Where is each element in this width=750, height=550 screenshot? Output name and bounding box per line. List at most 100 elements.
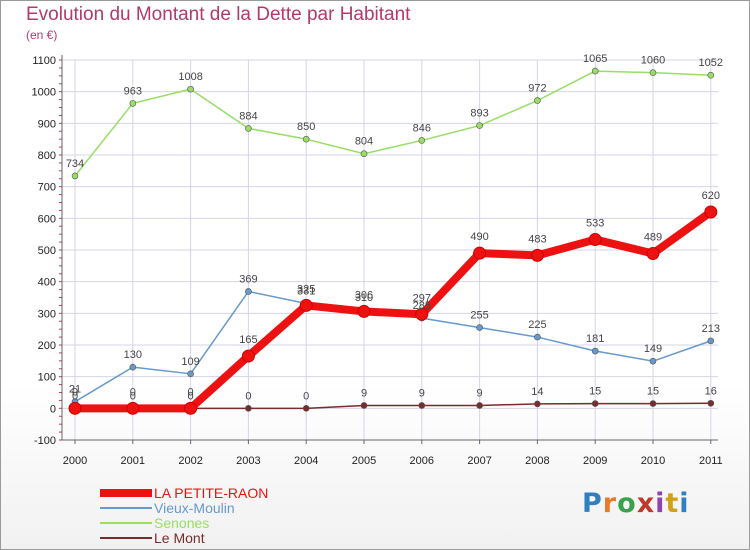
- data-label: 9: [419, 387, 425, 399]
- data-point: [476, 402, 483, 409]
- data-point: [245, 288, 252, 295]
- data-label: 0: [130, 386, 136, 398]
- x-tick-label: 2009: [583, 455, 607, 467]
- data-point: [591, 400, 599, 407]
- data-label: 181: [586, 333, 604, 345]
- data-point: [473, 246, 487, 260]
- y-tick-label: 600: [38, 213, 56, 225]
- legend-label: Le Mont: [154, 530, 205, 546]
- y-tick-label: 100: [38, 372, 56, 384]
- data-point: [418, 137, 426, 144]
- data-point: [129, 363, 137, 371]
- data-label: 0: [188, 386, 194, 398]
- y-tick-label: 300: [38, 308, 56, 320]
- logo-letter: i: [679, 488, 690, 519]
- data-point: [649, 69, 657, 76]
- data-point: [646, 246, 660, 260]
- data-label: 310: [355, 292, 373, 304]
- data-label: 804: [355, 136, 373, 148]
- logo-letter: x: [636, 488, 656, 519]
- data-point: [707, 337, 715, 345]
- x-tick-label: 2004: [294, 455, 318, 467]
- data-point: [476, 122, 483, 129]
- x-tick-label: 2008: [525, 455, 549, 467]
- data-label: 846: [413, 122, 431, 134]
- legend-swatch: [100, 522, 152, 524]
- y-tick-label: 0: [50, 403, 56, 415]
- y-tick-label: 500: [38, 245, 56, 257]
- data-point: [704, 205, 718, 219]
- logo-letter: i: [655, 488, 666, 519]
- x-tick-label: 2006: [410, 455, 434, 467]
- x-tick-label: 2001: [121, 455, 145, 467]
- data-label: 0: [188, 390, 194, 402]
- data-label: 0: [130, 390, 136, 402]
- data-point: [71, 172, 79, 180]
- data-label: 21: [69, 384, 81, 396]
- data-label: 325: [297, 283, 315, 295]
- y-tick-label: 400: [38, 277, 56, 289]
- data-label: 213: [702, 323, 720, 335]
- x-tick-label: 2005: [352, 455, 376, 467]
- data-point: [129, 100, 137, 107]
- data-point: [707, 399, 715, 407]
- data-point: [360, 402, 368, 409]
- data-label: 533: [586, 218, 604, 230]
- legend-label: Vieux-Moulin: [154, 500, 235, 516]
- data-label: 149: [644, 343, 662, 355]
- data-point: [241, 349, 255, 363]
- data-point: [360, 150, 368, 158]
- data-point: [299, 298, 313, 312]
- data-label: 297: [413, 292, 431, 304]
- data-point: [415, 307, 429, 321]
- chart-title: Evolution du Montant de la Dette par Hab…: [26, 4, 411, 25]
- data-point: [187, 370, 194, 378]
- data-point: [591, 347, 599, 355]
- data-point: [184, 401, 198, 415]
- legend-label: Senones: [154, 515, 210, 531]
- logo-letter: t: [665, 488, 680, 519]
- data-label: 109: [181, 356, 199, 368]
- data-label: 15: [589, 386, 601, 398]
- data-label: 331: [297, 286, 315, 298]
- data-point: [588, 233, 602, 247]
- y-tick-label: 800: [38, 150, 56, 162]
- data-label: 1065: [583, 53, 607, 65]
- data-label: 972: [528, 83, 546, 95]
- x-tick-label: 2007: [467, 455, 491, 467]
- data-point: [245, 405, 252, 412]
- data-label: 9: [361, 387, 367, 399]
- y-tick-label: -100: [34, 435, 56, 447]
- data-point: [649, 400, 657, 407]
- data-label: 285: [413, 300, 431, 312]
- legend-label: LA PETITE-RAON: [154, 485, 269, 501]
- data-point: [187, 85, 194, 93]
- legend-swatch: [100, 489, 152, 497]
- data-label: 850: [297, 121, 315, 133]
- chart-unit-label: (en €): [26, 28, 58, 42]
- data-point: [530, 248, 544, 262]
- proxiti-logo: Proxiti: [582, 488, 690, 519]
- data-point: [534, 400, 541, 408]
- x-tick-label: 2002: [178, 455, 202, 467]
- series-line: [74, 290, 712, 403]
- data-label: 15: [647, 386, 659, 398]
- x-tick-label: 2010: [641, 455, 665, 467]
- data-label: 0: [303, 390, 309, 402]
- data-point: [591, 67, 599, 75]
- data-point: [707, 71, 715, 79]
- data-label: 130: [124, 349, 142, 361]
- series-line: [71, 208, 715, 413]
- data-label: 369: [239, 273, 257, 285]
- data-label: 483: [528, 233, 546, 245]
- data-label: 16: [705, 385, 717, 397]
- data-point: [357, 304, 371, 318]
- data-label: 489: [644, 231, 662, 243]
- data-point: [476, 324, 483, 331]
- data-point: [418, 402, 426, 409]
- data-label: 884: [239, 110, 257, 122]
- y-tick-label: 1100: [32, 55, 56, 67]
- data-label: 9: [477, 387, 483, 399]
- data-point: [534, 97, 541, 104]
